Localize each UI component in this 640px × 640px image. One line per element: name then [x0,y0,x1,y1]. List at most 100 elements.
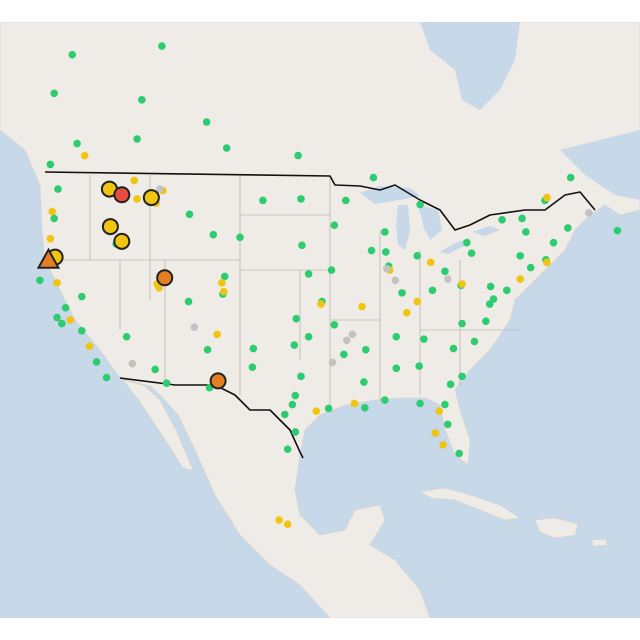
station-marker [420,335,428,343]
station-marker [220,287,228,296]
station-marker [458,280,466,288]
station-marker [341,196,350,205]
lake-michigan [396,205,410,250]
station-marker [367,246,376,255]
station-marker [443,420,452,429]
station-marker [518,214,526,223]
station-marker [498,215,506,224]
alert-marker [36,247,61,269]
station-marker [138,95,146,104]
station-marker [68,50,77,59]
station-marker [53,279,61,287]
lake-huron [418,205,442,240]
us-canada-border [44,171,596,231]
station-marker [413,297,422,306]
station-marker [439,441,447,449]
station-marker [522,228,530,236]
station-marker [416,200,424,209]
hispaniola [534,517,579,539]
station-marker [53,313,61,322]
station-marker [330,221,339,230]
station-marker [413,252,422,260]
station-marker [130,176,139,185]
alert-marker [113,186,131,204]
cuba [419,487,521,521]
station-marker [362,345,370,354]
station-marker [78,326,86,335]
station-marker [133,135,141,143]
bottom-margin [0,618,640,640]
station-marker [415,362,423,370]
station-marker [463,238,471,247]
station-marker [80,151,89,160]
station-marker [503,286,511,295]
station-marker [291,428,300,436]
station-marker [458,372,466,381]
station-marker [526,263,535,272]
station-marker [382,248,390,256]
station-marker [102,373,111,382]
station-marker [156,185,164,193]
station-marker [441,400,449,409]
hudson-bay [420,22,520,110]
station-marker [78,292,86,301]
alert-marker [209,372,227,390]
station-marker [549,238,558,247]
station-marker [564,224,572,232]
markers [36,42,622,528]
station-marker [61,303,70,312]
baja [122,379,194,471]
top-margin [0,0,640,22]
station-marker [428,286,437,295]
land [0,21,640,619]
alert-marker [113,232,131,250]
station-marker [317,300,325,308]
station-marker [360,378,368,386]
station-marker [294,151,302,160]
station-marker [431,429,440,437]
station-marker [304,270,313,278]
station-marker [304,332,313,341]
station-marker [348,330,357,339]
station-marker [280,410,289,419]
station-marker [613,226,622,235]
alert-marker [156,269,174,287]
station-marker [327,266,336,274]
station-marker [184,297,193,306]
gulf-st-lawrence [560,130,640,200]
station-marker [283,520,292,528]
station-marker [283,445,292,454]
station-marker [275,516,283,524]
station-marker [46,234,55,243]
station-marker [426,258,435,267]
station-marker [416,399,424,408]
station-marker [328,358,337,367]
station-marker [85,342,94,351]
station-marker [443,275,452,283]
station-marker [57,319,66,328]
station-marker [209,230,218,239]
station-marker [236,233,244,242]
station-marker [73,139,81,148]
station-marker [324,404,333,413]
station-marker [288,400,297,409]
station-marker [340,350,348,359]
station-marker [392,332,401,341]
station-marker [398,289,406,297]
station-marker [350,399,359,408]
station-marker [516,252,524,260]
station-marker [298,241,306,250]
puerto-rico [591,538,608,547]
station-marker [392,364,401,373]
station-marker [585,209,593,217]
station-marker [402,308,411,317]
lake-ontario [472,226,500,236]
station-marker [361,404,369,412]
station-marker [190,323,199,331]
station-marker [467,249,476,258]
station-marker [297,372,305,381]
station-marker [151,365,159,374]
station-marker [435,407,443,415]
